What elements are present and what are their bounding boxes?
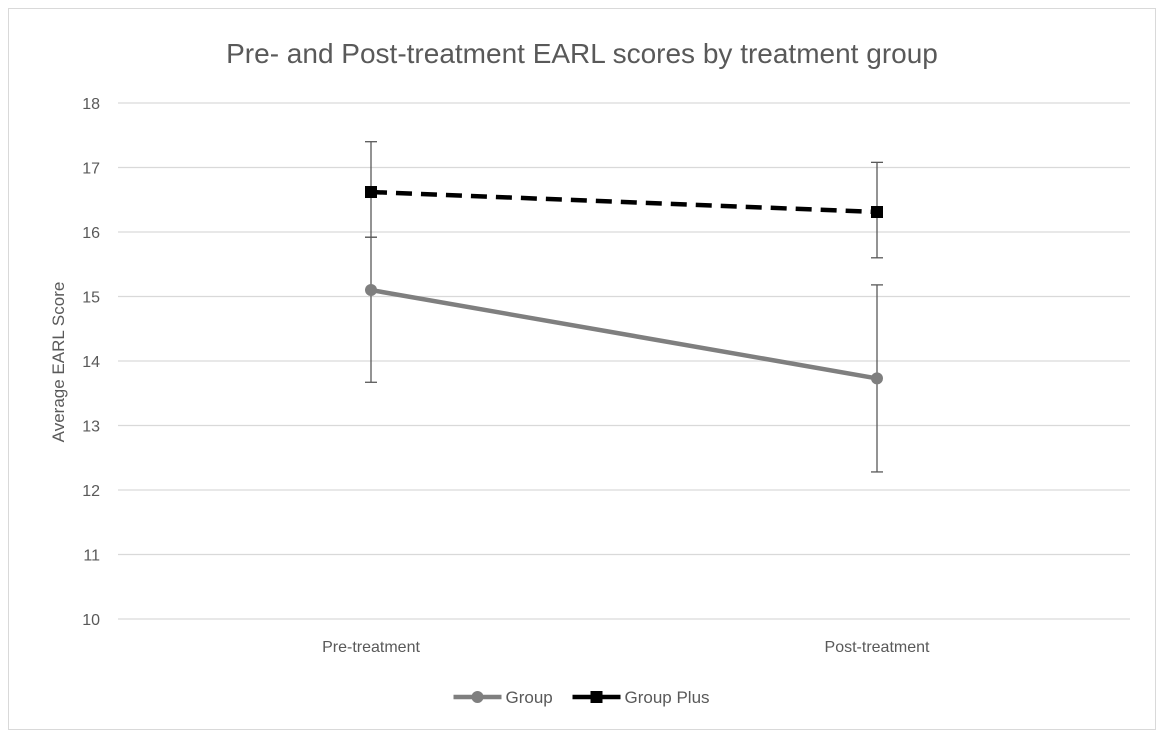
point-group-0 [365,284,377,297]
legend-label-group-plus: Group Plus [625,688,710,707]
y-tick-label-15: 15 [82,290,100,307]
point-group-plus-0 [365,186,377,199]
y-tick-label-10: 10 [82,612,100,629]
y-tick-label-16: 16 [82,225,100,242]
y-axis-title: Average EARL Score [49,282,68,443]
chart-frame [8,8,1156,730]
point-group-1 [871,372,883,385]
chart-title: Pre- and Post-treatment EARL scores by t… [226,38,938,69]
y-tick-label-13: 13 [82,419,100,436]
y-tick-label-11: 11 [83,548,100,565]
x-tick-labels: Pre-treatment Post-treatment [322,639,930,656]
legend: Group Group Plus [453,688,710,707]
series-line-group-plus [370,189,878,215]
point-group-plus-1 [871,206,883,219]
y-tick-labels: 10 11 12 13 14 15 16 17 18 [82,96,100,629]
series-markers [365,186,883,385]
x-tick-label-0: Pre-treatment [322,639,420,656]
series-line-group [370,287,878,381]
gridlines [118,102,1130,620]
y-tick-label-17: 17 [82,161,100,178]
x-tick-label-1: Post-treatment [825,639,930,656]
y-tick-label-18: 18 [82,96,100,113]
legend-label-group: Group [506,688,553,707]
series-lines [370,189,878,381]
y-tick-label-12: 12 [82,483,100,500]
legend-swatch-marker-group-plus [590,691,603,703]
y-tick-label-14: 14 [82,354,100,371]
error-bars [365,141,883,473]
legend-swatch-marker-group [471,691,484,703]
